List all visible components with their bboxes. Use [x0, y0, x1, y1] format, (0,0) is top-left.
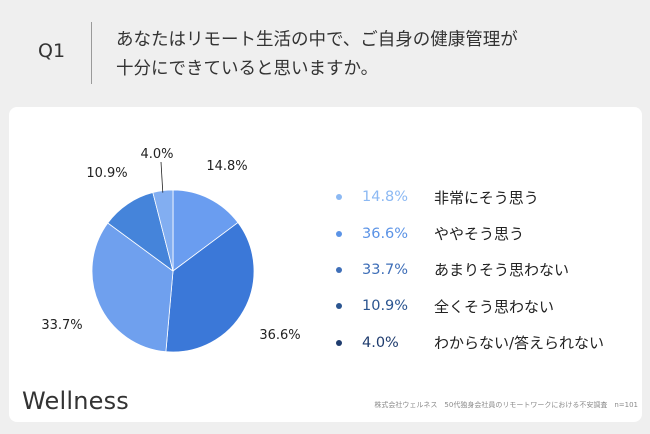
brand-logo: Wellness	[22, 387, 130, 415]
legend-label: ややそう思う	[434, 225, 525, 244]
legend-percent: 4.0%	[362, 334, 399, 351]
label-leader-line	[160, 161, 164, 193]
question-header: Q1 あなたはリモート生活の中で、ご自身の健康管理が 十分にできていると思います…	[0, 0, 650, 105]
slice-value-label: 33.7%	[41, 318, 82, 333]
legend-dot-icon	[336, 303, 342, 310]
pie-slice	[91, 222, 174, 353]
header-divider	[91, 22, 92, 84]
legend-item: 36.6% ややそう思う	[336, 215, 636, 251]
legend-percent: 10.9%	[362, 298, 409, 315]
legend-label: わからない/答えられない	[434, 334, 605, 353]
slice-value-label: 36.6%	[259, 328, 300, 343]
legend-item: 4.0% わからない/答えられない	[336, 325, 636, 361]
legend-dot-icon	[336, 339, 342, 346]
slice-value-label: 4.0%	[140, 147, 173, 162]
slice-value-label: 14.8%	[206, 159, 247, 174]
question-number: Q1	[38, 40, 66, 62]
legend-percent: 14.8%	[362, 189, 409, 206]
legend-label: あまりそう思わない	[434, 261, 570, 280]
legend-item: 10.9% 全くそう思わない	[336, 288, 636, 324]
source-note: 株式会社ウェルネス 50代独身会社員のリモートワークにおける不安調査 n=101	[374, 401, 638, 409]
question-line-1: あなたはリモート生活の中で、ご自身の健康管理が	[116, 30, 518, 50]
legend-percent: 36.6%	[362, 225, 409, 242]
question-line-2: 十分にできていると思いますか。	[116, 59, 379, 79]
legend-dot-icon	[336, 194, 342, 201]
pie-slice	[172, 189, 239, 272]
slice-value-label: 10.9%	[86, 166, 127, 181]
legend-label: 非常にそう思う	[434, 188, 539, 207]
legend-percent: 33.7%	[362, 261, 409, 278]
legend-dot-icon	[336, 230, 342, 237]
legend-item: 33.7% あまりそう思わない	[336, 252, 636, 288]
pie-slice	[165, 222, 255, 353]
legend-dot-icon	[336, 266, 342, 273]
chart-legend: 14.8% 非常にそう思う 36.6% ややそう思う 33.7% あまりそう思わない 10.…	[336, 179, 636, 361]
legend-item: 14.8% 非常にそう思う	[336, 179, 636, 215]
legend-label: 全くそう思わない	[434, 297, 555, 316]
question-text: あなたはリモート生活の中で、ご自身の健康管理が 十分にできていると思いますか。	[116, 26, 636, 84]
